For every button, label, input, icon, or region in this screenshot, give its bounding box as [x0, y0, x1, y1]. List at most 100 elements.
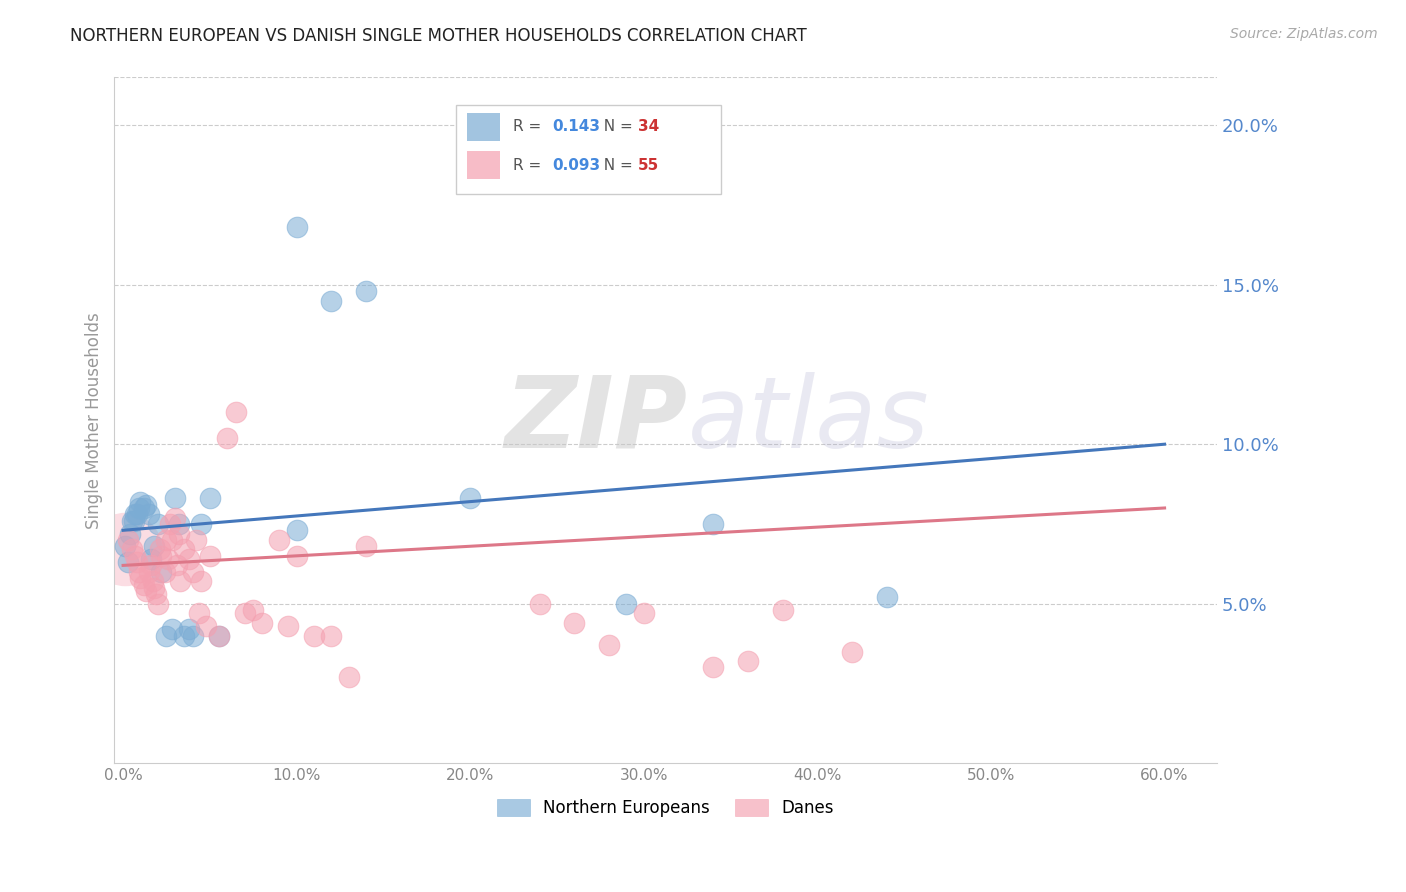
Point: [143, 581, 166, 595]
Point: [217, 431, 239, 445]
Point: [177, 622, 200, 636]
Point: [737, 654, 759, 668]
Point: [321, 629, 343, 643]
Point: [121, 542, 143, 557]
Point: [207, 629, 229, 643]
Point: [117, 555, 139, 569]
Point: [269, 533, 291, 547]
Point: [166, 558, 188, 573]
Legend: Northern Europeans, Danes: Northern Europeans, Danes: [491, 792, 841, 823]
Point: [302, 629, 325, 643]
Point: [598, 638, 620, 652]
Point: [173, 542, 195, 557]
Point: [250, 615, 273, 630]
FancyBboxPatch shape: [467, 152, 501, 179]
Point: [160, 622, 183, 636]
Text: NORTHERN EUROPEAN VS DANISH SINGLE MOTHER HOUSEHOLDS CORRELATION CHART: NORTHERN EUROPEAN VS DANISH SINGLE MOTHE…: [70, 27, 807, 45]
Point: [207, 629, 229, 643]
Point: [285, 220, 308, 235]
Point: [188, 606, 211, 620]
Point: [195, 619, 218, 633]
Point: [841, 644, 863, 658]
Point: [148, 542, 170, 557]
Point: [177, 552, 200, 566]
Point: [285, 524, 308, 538]
Point: [125, 555, 148, 569]
Point: [198, 549, 221, 563]
Point: [122, 514, 145, 528]
Point: [139, 558, 162, 573]
Text: 0.093: 0.093: [553, 158, 600, 173]
Point: [135, 583, 157, 598]
Point: [157, 552, 180, 566]
Y-axis label: Single Mother Households: Single Mother Households: [86, 312, 103, 529]
Point: [173, 629, 195, 643]
Point: [128, 500, 150, 515]
Point: [150, 549, 173, 563]
Point: [142, 574, 165, 589]
Point: [124, 508, 146, 522]
Point: [139, 552, 162, 566]
Point: [165, 491, 187, 506]
Point: [138, 565, 160, 579]
Point: [132, 577, 155, 591]
Point: [169, 574, 191, 589]
Point: [337, 670, 360, 684]
Point: [190, 516, 212, 531]
Point: [702, 660, 724, 674]
Point: [633, 606, 655, 620]
Point: [114, 539, 136, 553]
Point: [529, 597, 551, 611]
Point: [181, 629, 204, 643]
Text: ZIP: ZIP: [505, 372, 688, 469]
Point: [458, 491, 481, 506]
Point: [114, 542, 136, 557]
Point: [118, 526, 141, 541]
Point: [150, 565, 173, 579]
Point: [165, 510, 187, 524]
Point: [155, 629, 177, 643]
Point: [184, 533, 207, 547]
Point: [190, 574, 212, 589]
Point: [129, 571, 152, 585]
Point: [155, 533, 177, 547]
Text: 0.143: 0.143: [553, 120, 600, 135]
Point: [117, 533, 139, 547]
Point: [277, 619, 299, 633]
Point: [354, 284, 377, 298]
Point: [285, 549, 308, 563]
Point: [132, 500, 155, 515]
Point: [564, 615, 586, 630]
Point: [138, 508, 160, 522]
Point: [242, 603, 264, 617]
Point: [702, 516, 724, 531]
Point: [167, 516, 190, 531]
FancyBboxPatch shape: [456, 105, 721, 194]
Point: [181, 565, 204, 579]
Point: [458, 176, 481, 190]
Point: [121, 514, 143, 528]
Point: [128, 565, 150, 579]
Point: [124, 549, 146, 563]
Point: [159, 516, 181, 531]
Point: [146, 516, 169, 531]
Point: [772, 603, 794, 617]
Point: [145, 587, 167, 601]
Text: R =: R =: [513, 158, 547, 173]
Point: [167, 526, 190, 541]
Point: [876, 591, 898, 605]
Text: R =: R =: [513, 120, 547, 135]
Text: Source: ZipAtlas.com: Source: ZipAtlas.com: [1230, 27, 1378, 41]
Text: 34: 34: [638, 120, 659, 135]
Point: [129, 494, 152, 508]
Point: [354, 539, 377, 553]
Point: [125, 508, 148, 522]
Point: [143, 539, 166, 553]
Point: [135, 498, 157, 512]
Text: N =: N =: [593, 120, 637, 135]
Point: [225, 405, 247, 419]
Point: [233, 606, 256, 620]
Text: N =: N =: [593, 158, 637, 173]
FancyBboxPatch shape: [467, 113, 501, 141]
Text: 55: 55: [638, 158, 659, 173]
